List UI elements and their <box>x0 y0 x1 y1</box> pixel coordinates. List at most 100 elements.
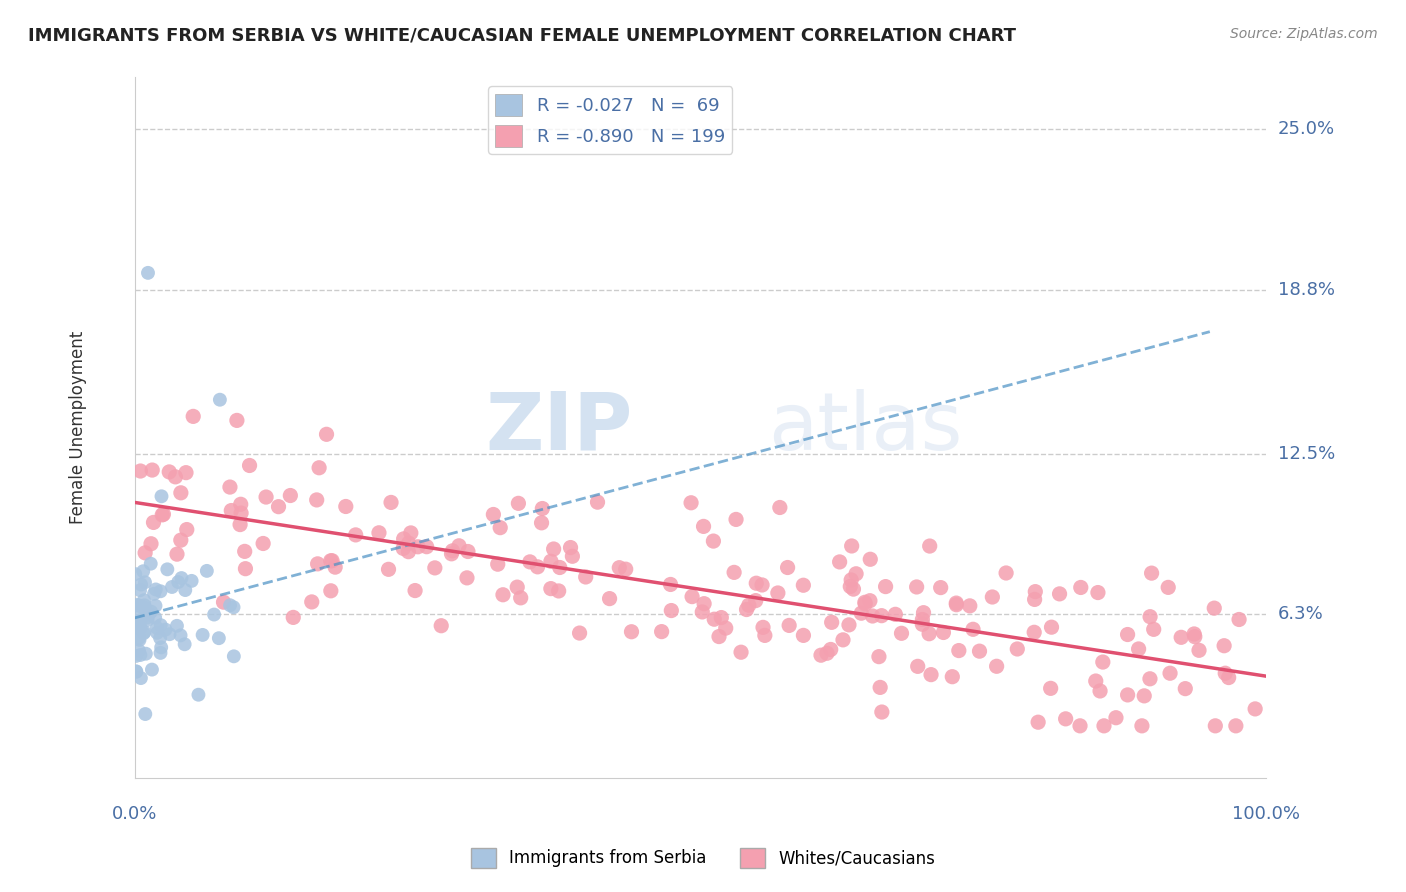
Point <box>995 566 1018 580</box>
Point <box>530 516 553 530</box>
Text: 6.3%: 6.3% <box>1278 606 1323 624</box>
Point <box>229 506 252 520</box>
Point <box>212 595 235 609</box>
Point <box>986 659 1008 673</box>
Text: ZIP: ZIP <box>485 389 633 467</box>
Text: 12.5%: 12.5% <box>1278 444 1334 463</box>
Point <box>219 599 242 613</box>
Point <box>929 581 952 595</box>
Point <box>607 560 630 574</box>
Point <box>399 525 422 540</box>
Point <box>506 580 529 594</box>
Point <box>319 583 342 598</box>
Point <box>128 617 150 632</box>
Point <box>890 626 912 640</box>
Point <box>859 593 882 607</box>
Point <box>486 558 509 572</box>
Point <box>129 583 152 598</box>
Point <box>225 413 247 427</box>
Point <box>430 618 453 632</box>
Point <box>219 480 242 494</box>
Text: IMMIGRANTS FROM SERBIA VS WHITE/CAUCASIAN FEMALE UNEMPLOYMENT CORRELATION CHART: IMMIGRANTS FROM SERBIA VS WHITE/CAUCASIA… <box>28 27 1017 45</box>
Point <box>1116 688 1139 702</box>
Point <box>1070 581 1092 595</box>
Point <box>166 619 188 633</box>
Point <box>150 640 173 655</box>
Point <box>751 578 773 592</box>
Point <box>134 599 156 613</box>
Point <box>575 570 598 584</box>
Point <box>145 599 167 613</box>
Point <box>543 541 565 556</box>
Point <box>841 539 863 553</box>
Point <box>456 571 478 585</box>
Point <box>1088 684 1111 698</box>
Point <box>1026 715 1049 730</box>
Point <box>959 599 981 613</box>
Point <box>129 621 152 635</box>
Point <box>714 621 737 635</box>
Point <box>766 586 789 600</box>
Point <box>174 466 197 480</box>
Text: Female Unemployment: Female Unemployment <box>69 331 87 524</box>
Text: 18.8%: 18.8% <box>1278 281 1334 299</box>
Point <box>659 577 682 591</box>
Point <box>839 573 862 587</box>
Point <box>1039 681 1062 696</box>
Point <box>139 537 162 551</box>
Point <box>138 607 160 622</box>
Point <box>1204 719 1226 733</box>
Point <box>1174 681 1197 696</box>
Point <box>702 534 724 549</box>
Point <box>307 557 329 571</box>
Point <box>620 624 643 639</box>
Point <box>146 621 169 635</box>
Point <box>1213 639 1236 653</box>
Point <box>170 533 193 548</box>
Point <box>862 609 884 624</box>
Point <box>723 566 745 580</box>
Point <box>146 625 169 640</box>
Point <box>710 610 733 624</box>
Point <box>948 643 970 657</box>
Point <box>125 598 148 612</box>
Point <box>181 409 204 424</box>
Point <box>832 632 855 647</box>
Point <box>128 632 150 647</box>
Point <box>155 623 177 637</box>
Point <box>143 587 166 601</box>
Point <box>187 688 209 702</box>
Point <box>229 517 252 532</box>
Point <box>1170 630 1192 644</box>
Point <box>128 643 150 657</box>
Point <box>599 591 621 606</box>
Point <box>905 580 928 594</box>
Point <box>1213 666 1236 681</box>
Point <box>305 492 328 507</box>
Point <box>932 625 955 640</box>
Point <box>911 612 934 626</box>
Point <box>129 613 152 627</box>
Point <box>170 571 193 585</box>
Point <box>315 427 337 442</box>
Point <box>1024 584 1046 599</box>
Point <box>156 562 179 576</box>
Point <box>1227 612 1250 626</box>
Point <box>754 628 776 642</box>
Point <box>810 648 832 663</box>
Point <box>167 575 190 590</box>
Point <box>319 554 342 568</box>
Point <box>1091 655 1114 669</box>
Point <box>519 555 541 569</box>
Point <box>681 590 703 604</box>
Point <box>128 631 150 645</box>
Point <box>335 500 357 514</box>
Point <box>447 539 470 553</box>
Point <box>191 628 214 642</box>
Point <box>368 525 391 540</box>
Point <box>134 601 156 615</box>
Point <box>815 646 838 660</box>
Point <box>492 588 515 602</box>
Point <box>129 648 152 662</box>
Point <box>659 603 682 617</box>
